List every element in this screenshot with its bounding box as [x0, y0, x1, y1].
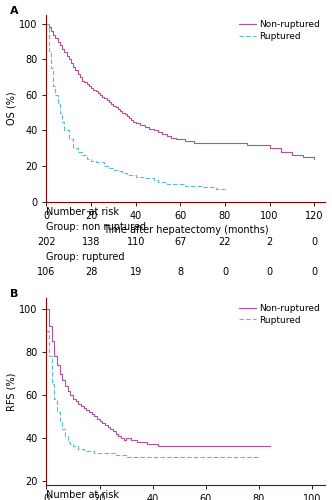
Text: 0: 0	[267, 266, 273, 276]
Text: B: B	[10, 289, 19, 299]
X-axis label: Time after hepatectomy (months): Time after hepatectomy (months)	[103, 224, 269, 234]
Text: 106: 106	[37, 266, 56, 276]
Y-axis label: RFS (%): RFS (%)	[6, 372, 16, 411]
Text: 138: 138	[82, 236, 100, 246]
Text: Number at risk: Number at risk	[46, 490, 120, 500]
Text: 8: 8	[177, 266, 183, 276]
Text: 19: 19	[129, 266, 142, 276]
Legend: Non-ruptured, Ruptured: Non-ruptured, Ruptured	[238, 303, 321, 326]
Text: 110: 110	[126, 236, 145, 246]
Text: 2: 2	[267, 236, 273, 246]
Legend: Non-ruptured, Ruptured: Non-ruptured, Ruptured	[238, 20, 321, 42]
Text: 0: 0	[311, 236, 317, 246]
Text: A: A	[10, 6, 19, 16]
Text: 67: 67	[174, 236, 187, 246]
Text: 28: 28	[85, 266, 97, 276]
Text: 22: 22	[219, 236, 231, 246]
Text: 0: 0	[222, 266, 228, 276]
Text: Number at risk: Number at risk	[46, 206, 120, 216]
Text: Group: ruptured: Group: ruptured	[46, 252, 125, 262]
Y-axis label: OS (%): OS (%)	[6, 92, 16, 125]
Text: 202: 202	[37, 236, 56, 246]
Text: 0: 0	[311, 266, 317, 276]
Text: Group: non ruptured: Group: non ruptured	[46, 222, 146, 232]
